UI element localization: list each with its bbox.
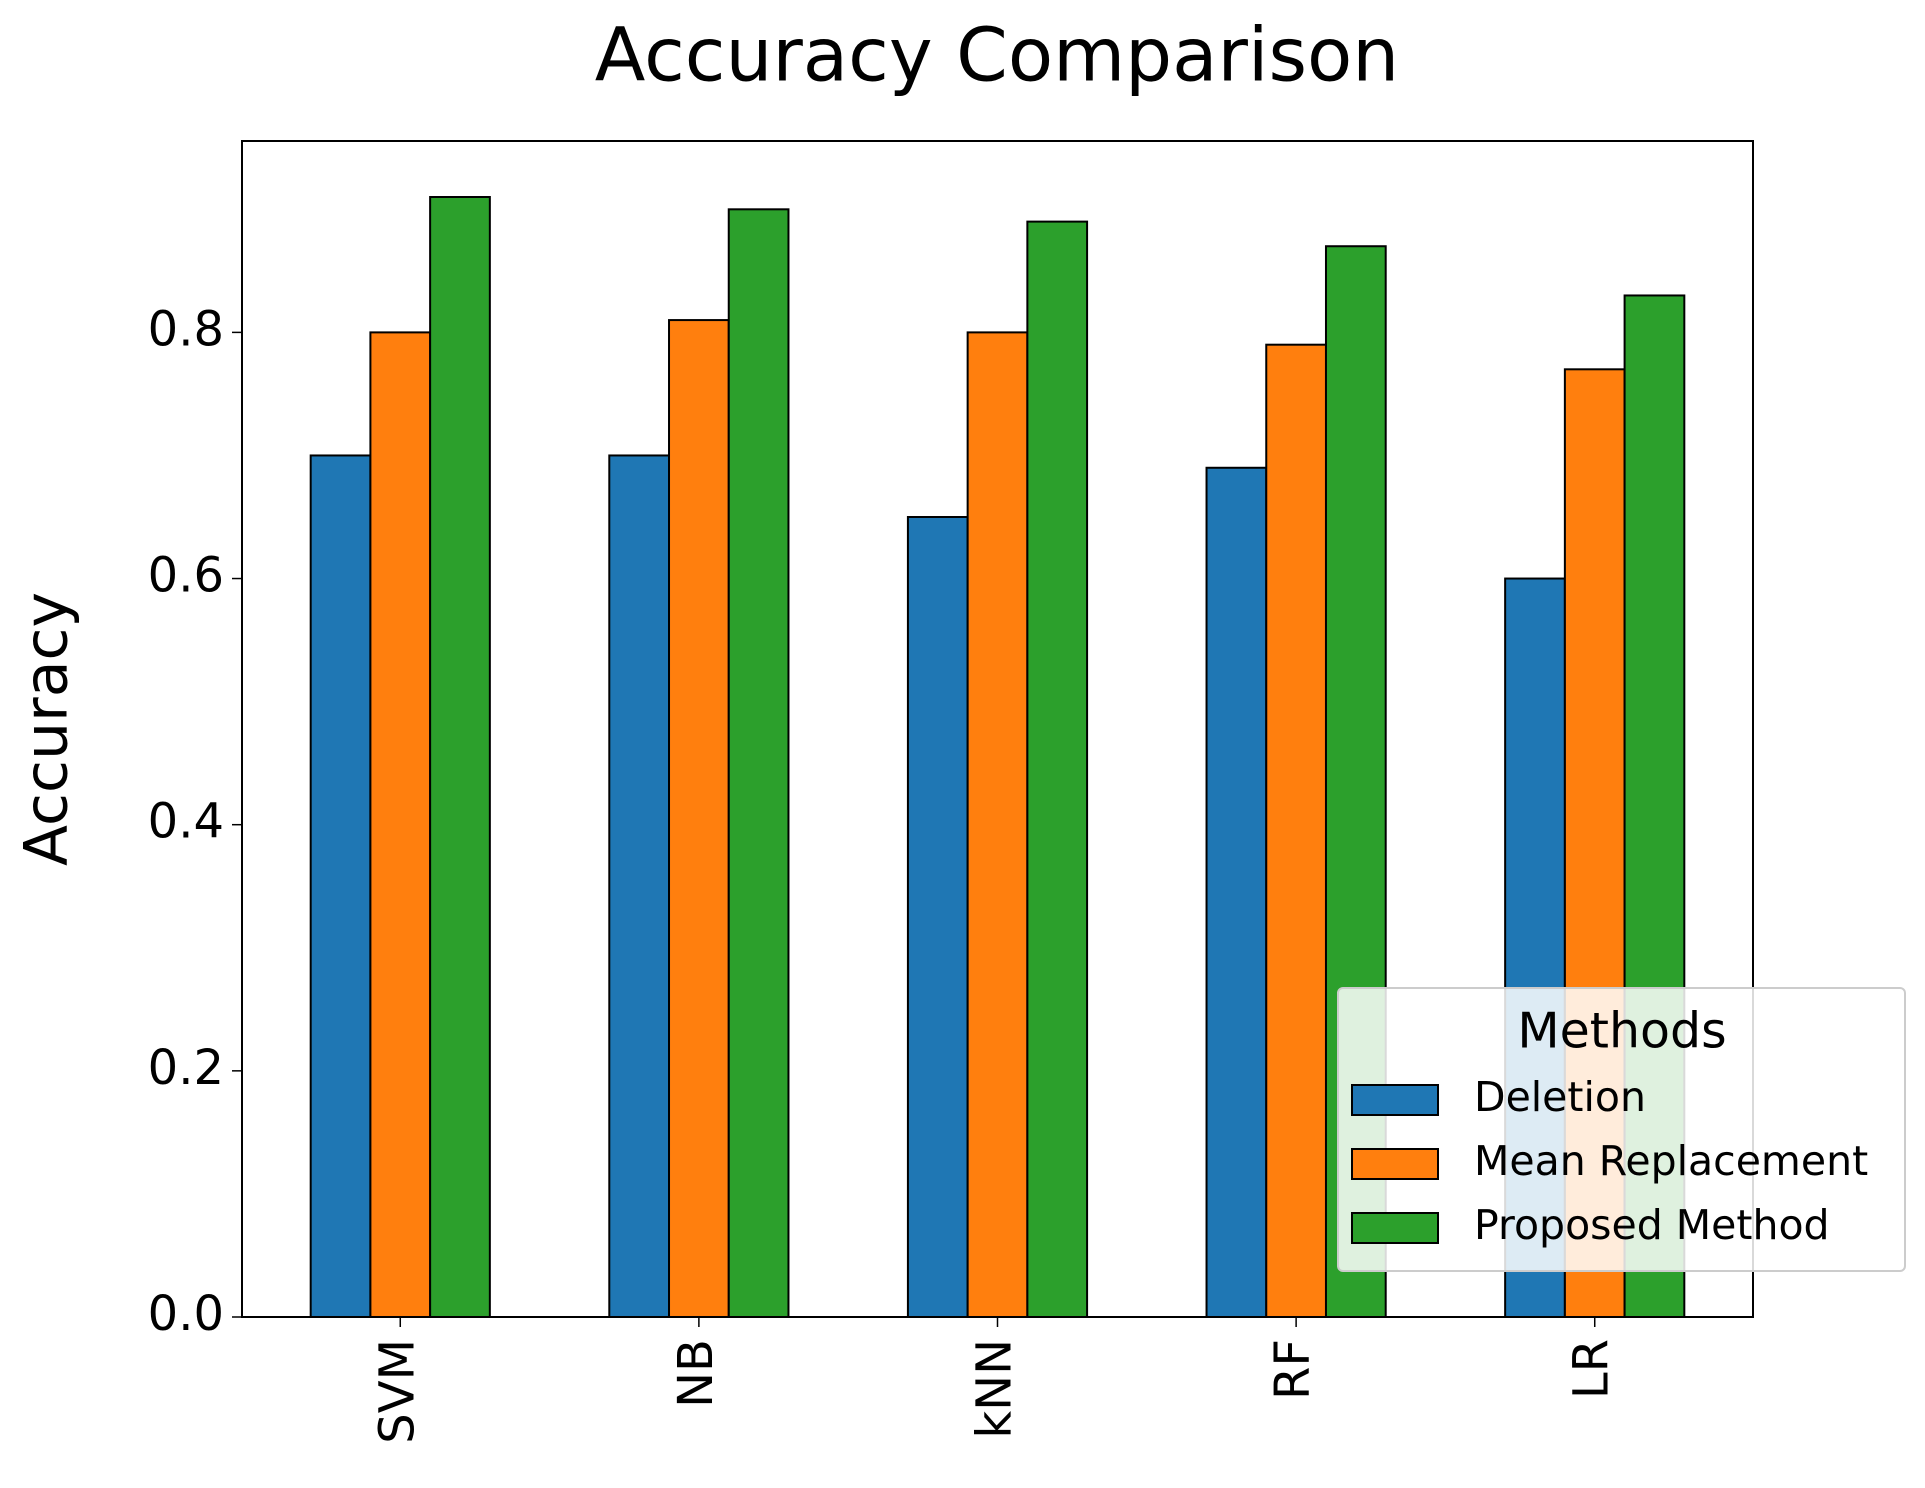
legend-swatch [1351,1148,1439,1180]
x-tick-label: NB [668,1339,724,1408]
x-tick-label: SVM [369,1339,425,1444]
bar [727,208,790,1318]
bar [608,454,671,1318]
legend-label: Proposed Method [1474,1201,1830,1249]
bar [1026,220,1089,1319]
bar [1205,466,1268,1318]
bar [1265,343,1327,1318]
y-axis-label: Accuracy [12,592,82,866]
chart-title: Accuracy Comparison [595,13,1399,99]
plot-frame [241,140,1754,1318]
y-tick-label: 0.4 [148,794,224,850]
x-tick-label: LR [1564,1339,1620,1399]
bar [369,331,432,1318]
y-tick-label: 0.8 [148,301,224,357]
legend-label: Mean Replacement [1474,1137,1868,1185]
bar [966,331,1029,1318]
y-tick-label: 0.2 [148,1040,224,1096]
x-tick-label: RF [1265,1339,1321,1400]
x-tick-label: kNN [967,1339,1023,1439]
bar [906,516,969,1318]
legend-swatch [1351,1212,1439,1244]
y-tick-label: 0.6 [148,548,224,604]
legend-swatch [1351,1084,1439,1116]
y-tick-label: 0.0 [148,1286,224,1342]
bar [668,319,730,1319]
legend-box [1337,987,1906,1272]
legend-title: Methods [1517,1003,1726,1060]
legend-label: Deletion [1474,1073,1646,1121]
bar [309,454,372,1318]
bar [429,196,491,1318]
